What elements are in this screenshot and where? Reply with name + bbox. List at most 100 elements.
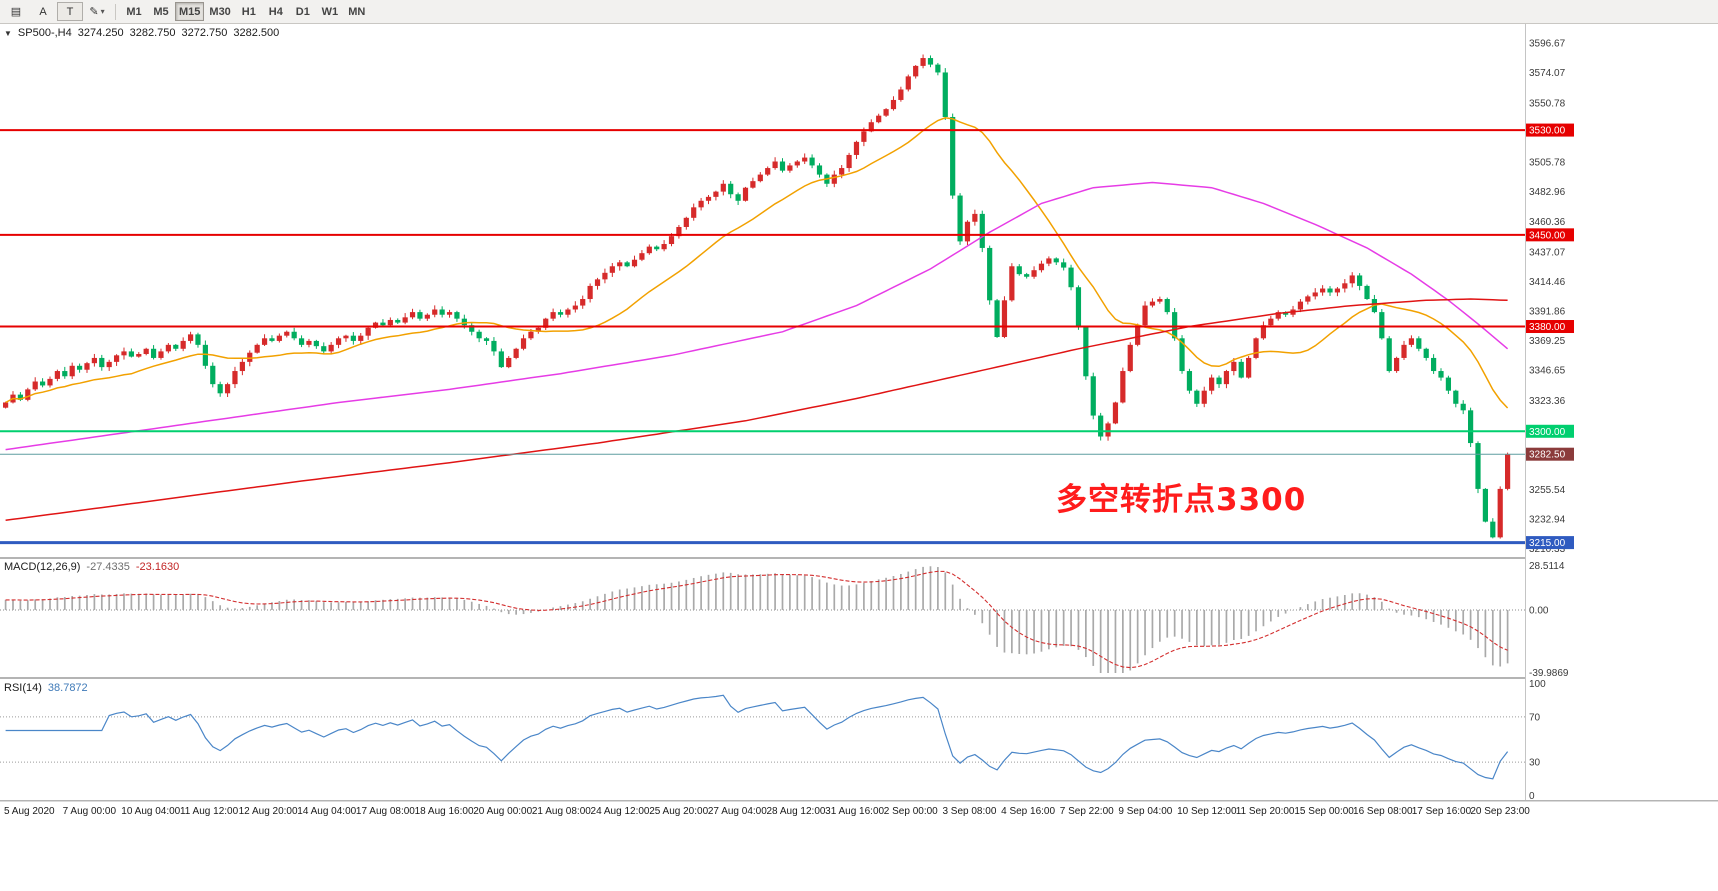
time-axis-label: 5 Aug 2020 [4,806,55,817]
candle-body [979,213,985,248]
candle-body [291,331,297,339]
ma-medium-line[interactable] [5,181,1509,451]
candle-body [1312,292,1318,297]
price-tag-label: 3300.00 [1529,427,1566,438]
candle-body [1068,267,1074,288]
timeframe-d1-button[interactable]: D1 [290,2,316,21]
candle-body [1297,301,1304,310]
candle-body [772,161,778,169]
time-axis-bg[interactable] [0,802,1718,891]
macd-axis-min: -39.9869 [1529,668,1569,679]
candle-body [557,312,564,315]
ohlc-high: 3282.750 [129,27,176,39]
candle-body [1075,287,1082,327]
candle-body [91,357,97,364]
candle-body [69,365,75,377]
candle-body [587,285,593,300]
toolbar-separator [115,3,116,20]
panel-separator[interactable] [0,557,1718,559]
candle-body [1164,299,1170,313]
candle-body [654,246,660,250]
candle-body [187,334,194,341]
candle-body [498,351,504,368]
candle-body [580,299,586,306]
candle-body [232,371,238,385]
candle-body [861,131,867,142]
candle-body [698,200,704,208]
time-axis-label: 10 Aug 04:00 [121,806,180,817]
chart-window-button[interactable]: ▤ [3,2,29,21]
candle-body [469,325,475,332]
candle-body [868,122,874,132]
rsi-label: RSI(14) [4,682,42,694]
toolbar: ▤ A T ✎ ▾ M1 M5 M15 M30 H1 H4 D1 W1 MN [0,0,1718,24]
time-axis-label: 7 Sep 22:00 [1060,806,1114,817]
timeframe-m15-button[interactable]: M15 [175,2,205,21]
text-label-button[interactable]: T [57,2,83,21]
candle-body [62,371,68,377]
candle-body [520,338,527,349]
candle-body [1364,285,1370,300]
candle-body [1349,275,1355,284]
candle-body [1223,371,1230,385]
panel-separator[interactable] [0,677,1718,679]
candle-body [839,168,845,175]
candle-body [113,355,120,362]
macd-bg[interactable] [0,559,1525,677]
ohlc-open: 3274.250 [77,27,124,39]
time-axis-label: 27 Aug 04:00 [708,806,767,817]
candle-body [1468,410,1474,444]
chart-area[interactable]: 3596.67 3574.07 3550.78 3505.78 3482.96 3460.… [0,24,1718,891]
rsi-line [5,694,1509,780]
time-axis-label: 18 Aug 16:00 [415,806,474,817]
timeframe-h4-button[interactable]: H4 [263,2,289,21]
candle-body [461,318,467,326]
ohlc-close: 3282.500 [233,27,280,39]
timeframe-mn-button[interactable]: MN [344,2,370,21]
candles [3,54,1511,539]
time-axis-label: 16 Sep 08:00 [1353,806,1413,817]
rsi-panel[interactable] [0,679,1525,800]
ma-fast-line[interactable] [5,117,1509,409]
candle-body [535,327,541,332]
candle-body [1038,263,1045,271]
text-annotation-button[interactable]: A [30,2,56,21]
timeframe-m1-button[interactable]: M1 [121,2,147,21]
candle-body [432,309,438,315]
candle-body [446,312,453,315]
chart-icon: ▤ [10,6,22,18]
candle-body [528,331,534,339]
main-chart-bg[interactable] [0,24,1525,557]
candle-body [691,207,697,218]
time-axis-label: 3 Sep 08:00 [942,806,996,817]
main-chart-panel[interactable] [0,24,1525,557]
candle-body [380,322,386,326]
time-axis[interactable]: 5 Aug 2020 7 Aug 00:00 10 Aug 04:00 11 Aug … [0,802,1718,891]
timeframe-m30-button[interactable]: M30 [205,2,234,21]
price-axis[interactable]: 3596.67 3574.07 3550.78 3505.78 3482.96 3460.… [1526,24,1718,802]
draw-tools-button[interactable]: ✎ ▾ [84,2,110,21]
chart-annotation-text[interactable]: 多空转折点3300 [1056,482,1307,518]
candle-body [372,322,379,328]
candle-body [1142,305,1148,326]
time-axis-label: 28 Aug 12:00 [767,806,826,817]
one-click-collapse-icon[interactable]: ▼ [4,28,12,38]
candle-body [276,335,282,341]
chart-canvas[interactable]: 3596.67 3574.07 3550.78 3505.78 3482.96 3460.… [0,24,1718,891]
macd-panel[interactable] [0,559,1525,677]
candle-body [202,344,208,366]
candle-body [920,58,926,66]
time-axis-label: 10 Sep 12:00 [1177,806,1237,817]
candle-body [158,351,164,358]
candle-body [239,361,245,372]
candle-body [180,340,186,349]
rsi-bg[interactable] [0,679,1525,800]
candle-body [1083,326,1089,377]
time-axis-label: 24 Aug 12:00 [591,806,650,817]
timeframe-h1-button[interactable]: H1 [236,2,262,21]
price-axis-bg[interactable] [1526,24,1718,800]
timeframe-m5-button[interactable]: M5 [148,2,174,21]
timeframe-w1-button[interactable]: W1 [317,2,343,21]
ma-slow-line[interactable] [5,298,1508,522]
candle-body [1394,357,1400,372]
